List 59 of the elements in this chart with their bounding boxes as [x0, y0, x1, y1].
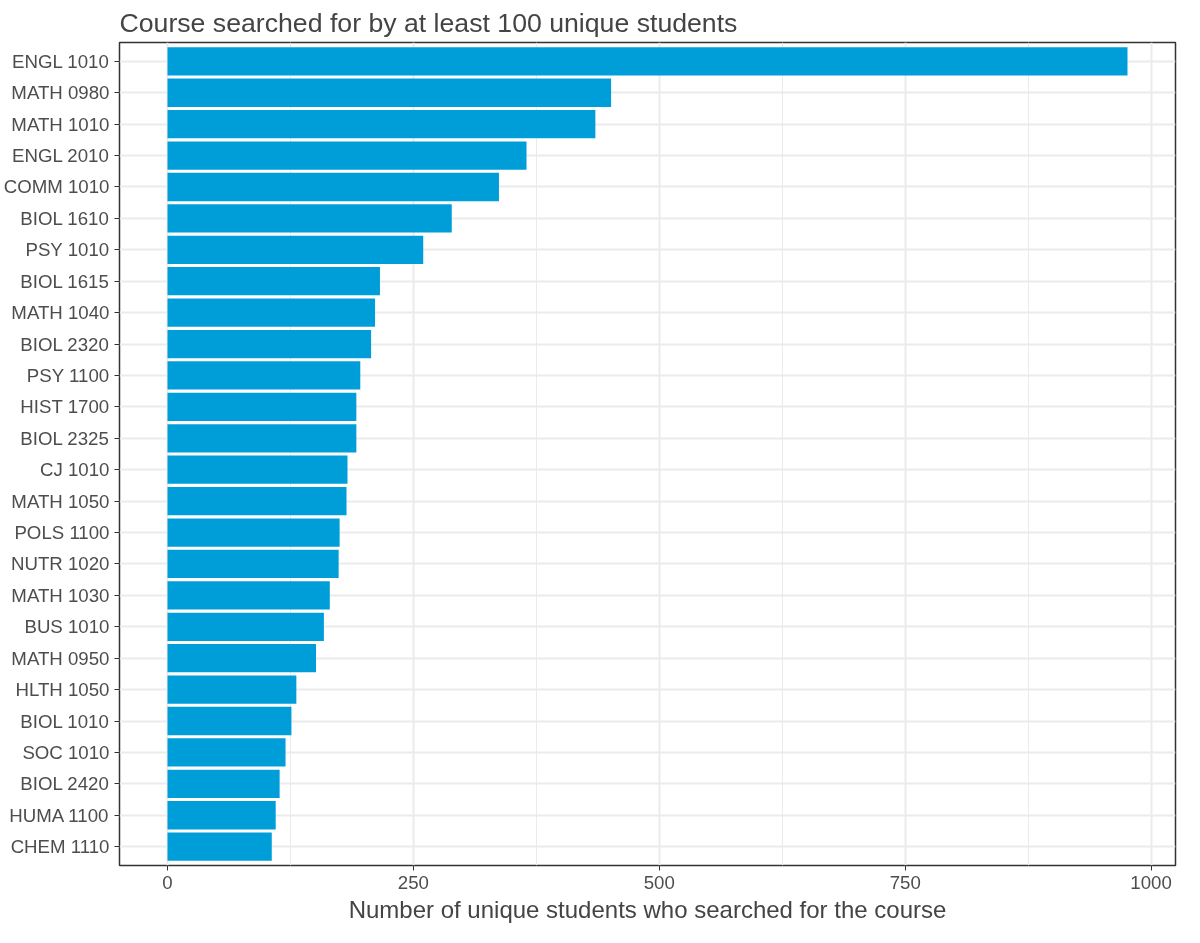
y-tick-label: POLS 1100: [14, 522, 110, 544]
y-tick-label: MATH 0950: [11, 647, 110, 669]
bar: [167, 235, 424, 264]
x-tick-label: 0: [162, 871, 173, 893]
x-tick-label: 1000: [1130, 871, 1172, 893]
bar: [167, 361, 361, 390]
bar: [167, 172, 499, 202]
y-tick-label: BIOL 1610: [20, 207, 109, 229]
bar: [167, 518, 340, 547]
bar: [167, 455, 348, 484]
y-tick-label: MATH 1030: [11, 584, 110, 606]
y-tick-label: MATH 1040: [11, 302, 110, 324]
bar: [167, 706, 292, 736]
x-axis-title: Number of unique students who searched for the course: [348, 895, 947, 923]
bar: [167, 832, 272, 861]
y-tick-label: BIOL 2420: [20, 773, 109, 795]
y-tick-label: BUS 1010: [24, 616, 110, 638]
y-tick-label: PSY 1010: [25, 239, 110, 261]
y-tick-label: CJ 1010: [40, 459, 110, 481]
bar: [167, 738, 286, 767]
bar: [167, 78, 612, 107]
y-tick-label: CHEM 1110: [10, 836, 110, 858]
y-tick-label: MATH 1010: [11, 113, 110, 135]
y-tick-label: BIOL 2325: [20, 427, 109, 449]
bar: [167, 644, 317, 673]
chart-title: Course searched for by at least 100 unique students: [119, 7, 738, 38]
bar: [167, 486, 347, 516]
y-tick-label: BIOL 1010: [20, 710, 109, 732]
y-tick-label: BIOL 1615: [20, 270, 109, 292]
y-tick-label: ENGL 1010: [12, 50, 109, 72]
y-tick-label: SOC 1010: [22, 741, 110, 763]
bar: [167, 769, 280, 798]
bar: [167, 141, 527, 170]
y-tick-label: MATH 1050: [11, 490, 110, 512]
x-tick-label: 250: [397, 871, 429, 893]
bar: [167, 204, 452, 233]
y-tick-label: NUTR 1020: [11, 553, 110, 575]
y-tick-label: ENGL 2010: [12, 145, 109, 167]
bar: [167, 549, 339, 579]
bar: [167, 581, 330, 610]
x-tick-label: 500: [643, 871, 675, 893]
y-tick-label: HLTH 1050: [15, 679, 110, 701]
bar: [167, 392, 357, 422]
bar: [167, 612, 324, 641]
bar: [167, 298, 376, 327]
bar: [167, 47, 1128, 76]
bar: [167, 329, 372, 359]
y-tick-label: HIST 1700: [20, 396, 110, 418]
y-tick-label: COMM 1010: [3, 176, 110, 198]
y-tick-label: MATH 0980: [11, 82, 110, 104]
bar: [167, 801, 276, 830]
y-tick-label: HUMA 1100: [9, 804, 109, 826]
y-tick-label: PSY 1100: [26, 364, 110, 386]
x-tick-label: 750: [889, 871, 921, 893]
bar: [167, 267, 380, 296]
bar: [167, 424, 357, 453]
bar: [167, 110, 596, 139]
y-tick-label: BIOL 2320: [20, 333, 109, 355]
bar: [167, 675, 297, 704]
